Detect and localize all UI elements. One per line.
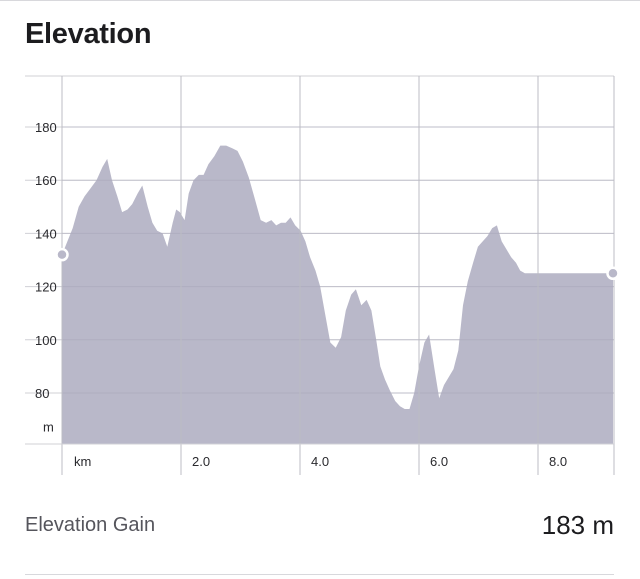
top-divider: [0, 0, 640, 1]
y-tick-label: 80: [35, 386, 49, 401]
y-tick-label: 120: [35, 280, 57, 295]
start-marker: [55, 247, 69, 262]
y-tick-label: 100: [35, 333, 57, 348]
elevation-gain-row: Elevation Gain 183 m: [25, 508, 614, 548]
x-axis-unit: km: [74, 454, 91, 469]
section-title: Elevation: [25, 18, 152, 50]
bottom-divider: [25, 574, 614, 575]
x-tick-label: 8.0: [549, 454, 567, 469]
elevation-chart: 80 100 120 140 160 180 m km 2.0 4.0 6.0 8.0: [25, 75, 620, 475]
x-tick-label: 2.0: [192, 454, 210, 469]
elevation-area: [62, 145, 613, 444]
x-tick-label: 4.0: [311, 454, 329, 469]
y-axis-unit: m: [43, 419, 54, 434]
y-tick-label: 140: [35, 226, 57, 241]
elevation-gain-value: 183 m: [541, 510, 614, 540]
x-tick-label: 6.0: [430, 454, 448, 469]
elevation-gain-label: Elevation Gain: [25, 514, 156, 536]
y-tick-label: 160: [35, 173, 57, 188]
end-marker: [606, 266, 620, 281]
y-tick-label: 180: [35, 120, 57, 135]
